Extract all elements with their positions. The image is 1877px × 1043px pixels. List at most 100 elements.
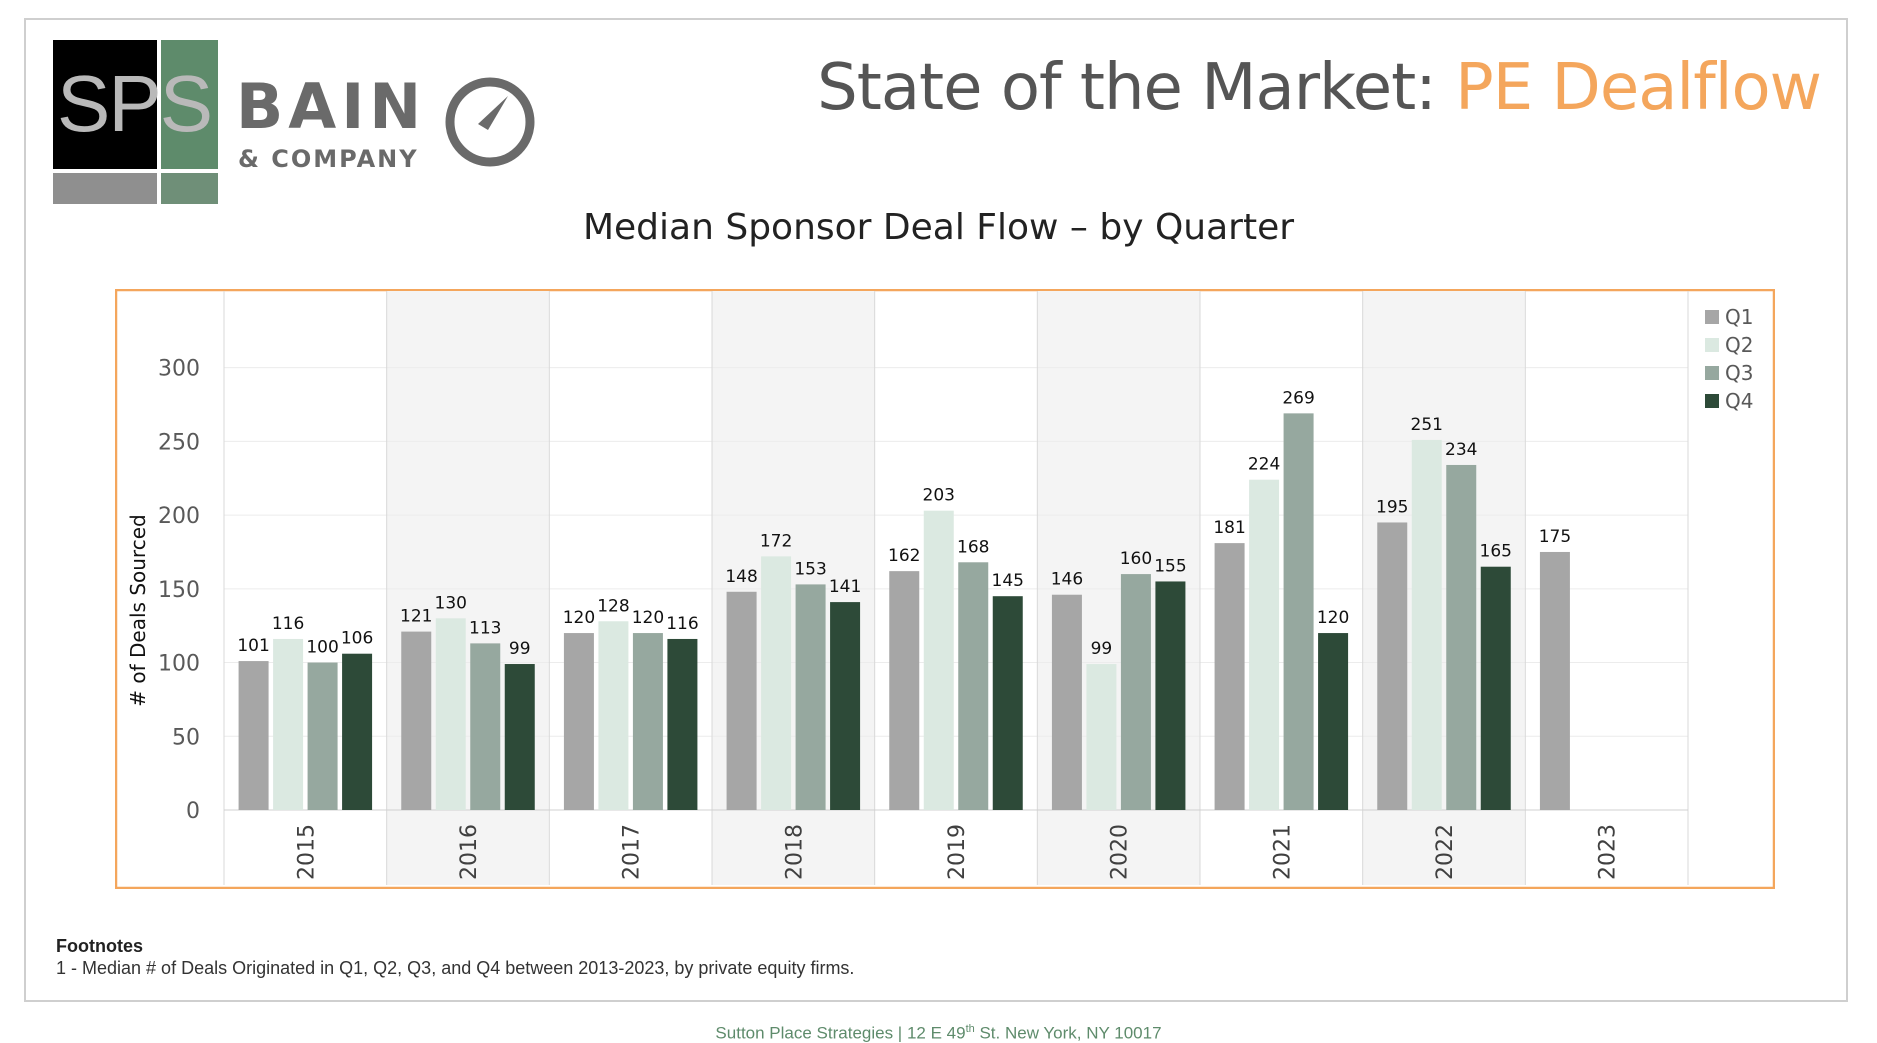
bar-q3 (1446, 464, 1477, 810)
chart-title: Median Sponsor Deal Flow – by Quarter (582, 207, 1295, 248)
data-label: 128 (597, 596, 629, 616)
bar-q3 (1283, 413, 1314, 810)
sps-logo-green-bottom-block (161, 173, 218, 204)
sps-logo-text: SPS (57, 59, 213, 148)
legend-swatch-q4 (1705, 394, 1719, 408)
footnote-1: 1 - Median # of Deals Originated in Q1, … (56, 958, 855, 978)
data-label: 175 (1539, 527, 1571, 547)
footer-text-sup: th (965, 1023, 975, 1035)
data-label: 100 (306, 638, 338, 658)
data-label: 120 (563, 608, 595, 628)
bar-q4 (504, 664, 535, 810)
bar-q4 (667, 638, 698, 810)
bar-q2 (1411, 439, 1442, 810)
data-label: 160 (1120, 549, 1152, 569)
legend-label-q1: Q1 (1725, 305, 1753, 329)
bar-q1 (1214, 543, 1245, 810)
bar-q4 (1155, 581, 1186, 810)
y-axis-label: # of Deals Sourced (126, 514, 150, 706)
data-label: 153 (794, 559, 826, 579)
y-tick-label: 200 (158, 504, 200, 529)
data-label: 269 (1282, 388, 1314, 408)
x-tick-label: 2020 (1108, 824, 1133, 880)
data-label: 99 (509, 639, 531, 659)
bar-q4 (1480, 566, 1511, 810)
data-label: 234 (1445, 440, 1477, 460)
bar-q1 (1051, 594, 1082, 810)
y-tick-label: 50 (172, 725, 200, 750)
data-label: 251 (1411, 415, 1443, 435)
bar-q1 (889, 571, 920, 810)
data-label: 165 (1480, 542, 1512, 562)
y-tick-label: 100 (158, 652, 200, 677)
data-label: 141 (829, 577, 861, 597)
data-label: 121 (400, 607, 432, 627)
bar-q3 (958, 562, 989, 810)
bar-q2 (273, 638, 304, 810)
x-tick-label: 2018 (782, 824, 807, 880)
footer-address: Sutton Place Strategies | 12 E 49th St. … (0, 1020, 1877, 1043)
legend-swatch-q2 (1705, 338, 1719, 352)
bain-logo-subtitle: & COMPANY (238, 145, 419, 173)
data-label: 130 (435, 593, 467, 613)
data-label: 181 (1213, 518, 1245, 538)
footnotes-title: Footnotes (56, 936, 143, 956)
data-label: 116 (666, 614, 698, 634)
data-label: 106 (341, 629, 373, 649)
bar-q1 (726, 591, 757, 810)
y-tick-label: 250 (158, 430, 200, 455)
bar-q3 (307, 662, 338, 810)
bar-q2 (761, 556, 792, 810)
bar-q4 (992, 596, 1023, 810)
bar-q3 (795, 584, 826, 810)
slide-frame (24, 18, 1848, 1002)
y-tick-label: 150 (158, 578, 200, 603)
bar-q1 (238, 661, 269, 810)
bar-q4 (342, 653, 373, 810)
legend-swatch-q3 (1705, 366, 1719, 380)
legend-label-q4: Q4 (1725, 389, 1753, 413)
data-label: 172 (760, 531, 792, 551)
data-label: 116 (272, 614, 304, 634)
x-tick-label: 2023 (1596, 824, 1621, 880)
data-label: 113 (469, 618, 501, 638)
data-label: 162 (888, 546, 920, 566)
data-label: 99 (1091, 639, 1113, 659)
sps-logo-black-block (53, 40, 157, 169)
data-label: 120 (1317, 608, 1349, 628)
bar-q2 (435, 618, 466, 810)
bar-q2 (1249, 479, 1280, 810)
data-label: 145 (992, 571, 1024, 591)
data-label: 195 (1376, 497, 1408, 517)
data-label: 224 (1248, 455, 1280, 475)
bar-q1 (563, 633, 594, 810)
data-label: 146 (1051, 570, 1083, 590)
sps-logo: SPS (53, 40, 218, 204)
bain-logo-name: BAIN (236, 70, 427, 143)
bar-q4 (1318, 633, 1349, 810)
bar-q3 (632, 633, 663, 810)
bar-q1 (1539, 551, 1570, 810)
data-label: 168 (957, 537, 989, 557)
legend-swatch-q1 (1705, 310, 1719, 324)
y-tick-label: 0 (186, 799, 200, 824)
bar-q3 (1120, 574, 1151, 810)
bar-q2 (1086, 664, 1117, 810)
data-label: 155 (1154, 556, 1186, 576)
y-tick-label: 300 (158, 357, 200, 382)
bar-q1 (1377, 522, 1408, 810)
x-tick-label: 2016 (457, 824, 482, 880)
page-title-main: State of the Market: (817, 51, 1456, 125)
footer-text-after: St. New York, NY 10017 (974, 1023, 1162, 1043)
x-tick-label: 2022 (1433, 824, 1458, 880)
footer-text-before: Sutton Place Strategies | 12 E 49 (715, 1023, 966, 1043)
sps-logo-grey-block (53, 173, 157, 204)
bar-q2 (923, 510, 954, 810)
page-title: State of the Market: PE Dealflow (817, 48, 1822, 128)
bain-compass-icon (445, 77, 535, 167)
data-label: 203 (923, 486, 955, 506)
bar-q2 (598, 621, 629, 810)
data-label: 101 (237, 636, 269, 656)
x-tick-label: 2019 (945, 824, 970, 880)
x-tick-label: 2017 (620, 824, 645, 880)
